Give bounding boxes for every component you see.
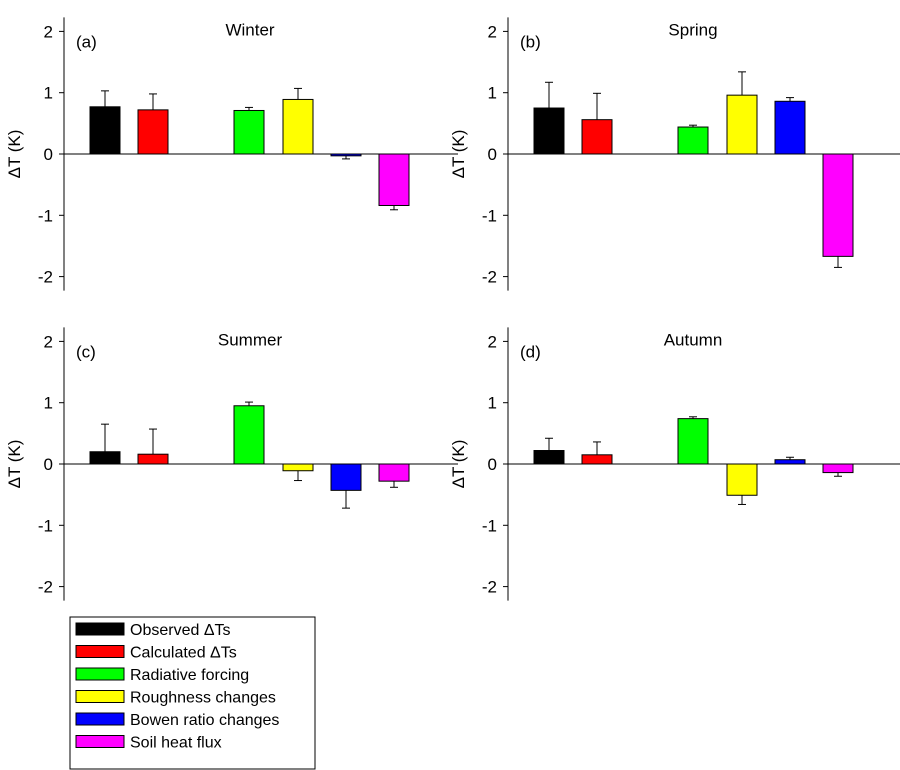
y-tick-label: 2 xyxy=(44,22,53,41)
y-axis-label: ΔT (K) xyxy=(449,130,468,179)
panel-title: Spring xyxy=(668,20,717,39)
legend-label: Observed ΔTs xyxy=(130,622,231,639)
y-tick-label: -1 xyxy=(482,516,497,535)
y-tick-label: -2 xyxy=(482,578,497,597)
y-tick-label: -2 xyxy=(38,578,53,597)
y-tick-label: 2 xyxy=(488,22,497,41)
bar xyxy=(581,119,613,155)
panel-title: Autumn xyxy=(664,330,723,349)
y-tick-label: 2 xyxy=(488,332,497,351)
legend-box xyxy=(69,616,316,770)
bar xyxy=(282,98,314,155)
legend-swatch xyxy=(75,667,125,681)
bar xyxy=(330,463,362,491)
bar xyxy=(581,454,613,465)
bar xyxy=(533,450,565,465)
bar xyxy=(137,453,169,465)
bar xyxy=(774,459,806,465)
bar xyxy=(282,463,314,472)
chart-panel-3: -2 -1 0 1 2 ΔT (K) (c) Summer xyxy=(5,327,458,601)
bar xyxy=(677,126,709,155)
bar xyxy=(378,153,410,206)
bar xyxy=(137,109,169,155)
panel-title: Winter xyxy=(225,20,274,39)
legend-swatch xyxy=(75,712,125,726)
bar xyxy=(774,100,806,155)
legend-swatch xyxy=(75,645,125,658)
y-tick-label: -1 xyxy=(38,206,53,225)
y-axis-label: ΔT (K) xyxy=(449,440,468,489)
bar xyxy=(822,463,854,474)
y-tick-label: -1 xyxy=(482,206,497,225)
y-tick-label: 1 xyxy=(44,394,53,413)
y-tick-label: 0 xyxy=(488,145,497,164)
y-tick-label: 0 xyxy=(44,455,53,474)
bar xyxy=(726,463,758,496)
chart-panel-1: -2 -1 0 1 2 ΔT (K) (a) Winter xyxy=(5,17,458,291)
bar xyxy=(822,153,854,257)
legend-label: Calculated ΔTs xyxy=(130,645,237,662)
legend: Observed ΔTs Calculated ΔTs Radiative forc… xyxy=(69,616,316,770)
bar xyxy=(89,106,121,155)
y-axis-label: ΔT (K) xyxy=(5,440,24,489)
panel-label: (d) xyxy=(520,342,541,361)
panel-label: (c) xyxy=(76,342,96,361)
bar xyxy=(233,405,265,465)
chart-panel-4: -2 -1 0 1 2 ΔT (K) (d) Autumn xyxy=(449,327,900,601)
y-tick-label: 1 xyxy=(488,84,497,103)
y-tick-label: -2 xyxy=(38,268,53,287)
panel-label: (b) xyxy=(520,32,541,51)
y-tick-label: 2 xyxy=(44,332,53,351)
y-tick-label: -2 xyxy=(482,268,497,287)
legend-swatch xyxy=(75,690,125,703)
panel-title: Summer xyxy=(218,330,283,349)
bar xyxy=(89,451,121,465)
legend-swatch xyxy=(75,735,125,748)
legend-label: Bowen ratio changes xyxy=(130,712,279,729)
y-tick-label: 0 xyxy=(44,145,53,164)
chart-panel-2: -2 -1 0 1 2 ΔT (K) (b) Spring xyxy=(449,17,900,291)
y-tick-label: 1 xyxy=(488,394,497,413)
bar xyxy=(726,94,758,155)
bar xyxy=(233,109,265,155)
legend-label: Radiative forcing xyxy=(130,667,249,684)
y-tick-label: 1 xyxy=(44,84,53,103)
bar xyxy=(330,153,362,157)
y-tick-label: 0 xyxy=(488,455,497,474)
bar xyxy=(378,463,410,482)
y-tick-label: -1 xyxy=(38,516,53,535)
legend-label: Soil heat flux xyxy=(130,735,222,752)
bar xyxy=(677,418,709,465)
panel-label: (a) xyxy=(76,32,97,51)
y-axis-label: ΔT (K) xyxy=(5,130,24,179)
legend-label: Roughness changes xyxy=(130,690,276,707)
legend-swatch xyxy=(75,622,125,636)
bar xyxy=(533,107,565,155)
